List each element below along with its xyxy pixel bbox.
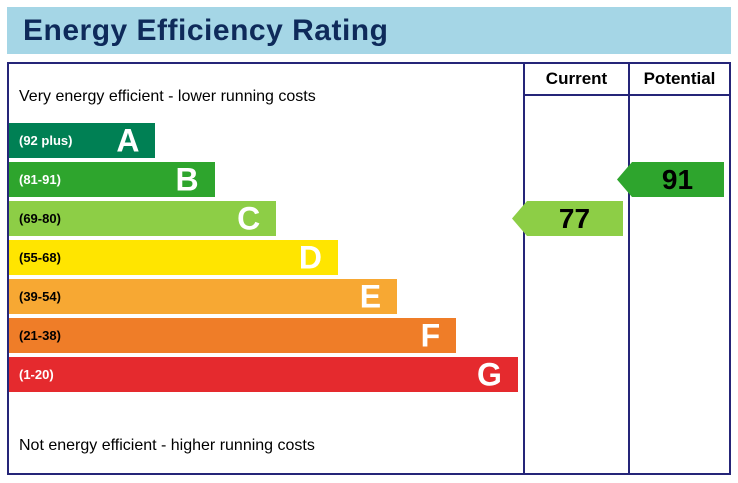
band-bar-G: (1-20) G <box>9 357 518 392</box>
band-row-C: (69-80) C <box>9 201 523 240</box>
band-letter: F <box>420 316 441 353</box>
band-range-label: (39-54) <box>19 289 61 304</box>
band-range-label: (81-91) <box>19 172 61 187</box>
band-letter: A <box>116 121 140 158</box>
top-caption: Very energy efficient - lower running co… <box>19 88 316 105</box>
band-range-label: (69-80) <box>19 211 61 226</box>
band-bar-F: (21-38) F <box>9 316 457 353</box>
band-bar-C: (69-80) C <box>9 199 277 236</box>
potential-column-header: Potential <box>630 64 729 96</box>
page-title: Energy Efficiency Rating <box>23 13 389 47</box>
band-range-label: (92 plus) <box>19 133 73 148</box>
band-row-D: (55-68) D <box>9 240 523 279</box>
current-rating-pointer: 77 <box>512 201 623 236</box>
band-range-label: (1-20) <box>19 367 54 382</box>
band-range-label: (21-38) <box>19 328 61 343</box>
band-letter: B <box>175 160 199 197</box>
rating-bands: (92 plus) A (81-91) B (69-80) C (55-68) D (39-54… <box>9 123 523 396</box>
potential-column: Potential 91 <box>617 64 729 473</box>
page-title-bar: Energy Efficiency Rating <box>7 7 731 54</box>
rating-bands-area: Very energy efficient - lower running co… <box>9 64 523 473</box>
band-letter: G <box>476 355 502 392</box>
band-row-B: (81-91) B <box>9 162 523 201</box>
band-row-A: (92 plus) A <box>9 123 523 162</box>
potential-rating-value: 91 <box>661 163 694 195</box>
current-column: Current 77 <box>512 64 628 473</box>
band-letter: E <box>359 277 382 314</box>
current-rating-value: 77 <box>558 202 591 234</box>
band-bar-D: (55-68) D <box>9 240 338 275</box>
band-range-label: (55-68) <box>19 250 61 265</box>
band-bar-B: (81-91) B <box>9 162 215 197</box>
band-letter: D <box>298 238 322 275</box>
energy-efficiency-rating-chart: Very energy efficient - lower running co… <box>7 62 731 475</box>
band-bar-E: (39-54) E <box>9 277 398 314</box>
band-row-F: (21-38) F <box>9 318 523 357</box>
band-row-G: (1-20) G <box>9 357 523 396</box>
potential-rating-pointer: 91 <box>617 162 724 197</box>
band-letter: C <box>237 199 261 236</box>
band-row-E: (39-54) E <box>9 279 523 318</box>
band-bar-A: (92 plus) A <box>9 121 156 158</box>
current-column-header: Current <box>525 64 628 96</box>
bottom-caption: Not energy efficient - higher running co… <box>19 437 315 454</box>
